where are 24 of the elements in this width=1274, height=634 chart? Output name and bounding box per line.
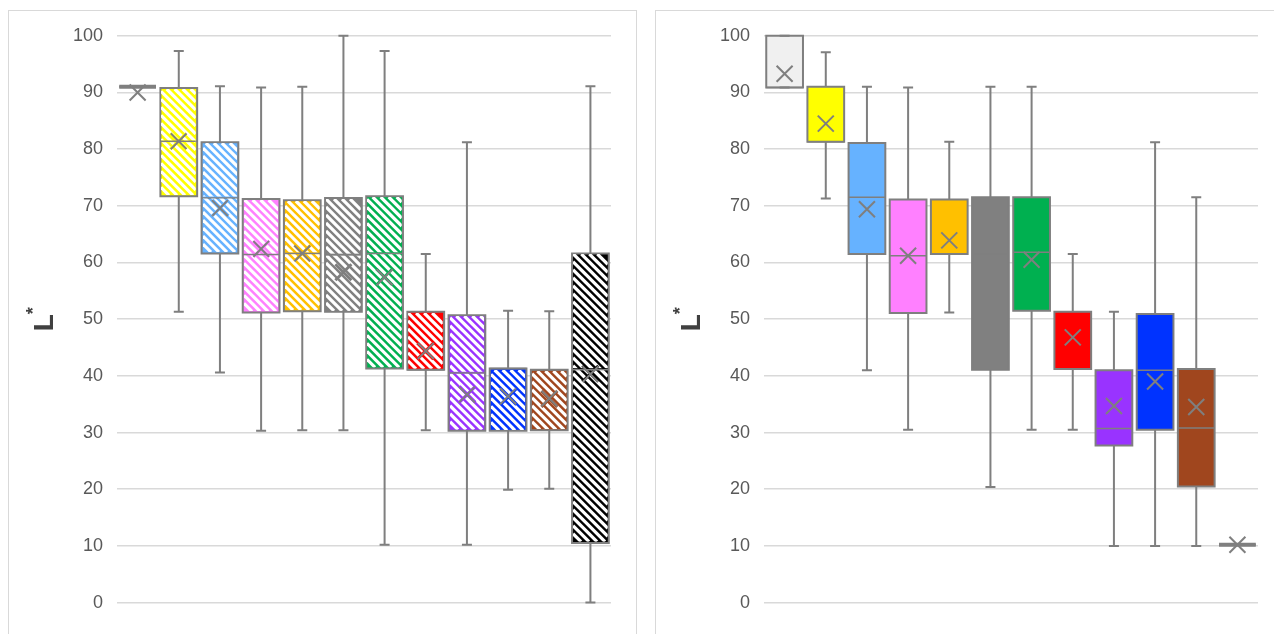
y-tick-label: 90 <box>730 81 751 102</box>
y-tick-label: 90 <box>83 81 104 102</box>
y-tick-label: 50 <box>83 308 104 329</box>
y-axis-title: L* <box>23 307 59 332</box>
y-tick-label: 40 <box>83 364 104 385</box>
y-tick-label: 20 <box>83 478 104 499</box>
y-tick-label: 100 <box>719 24 751 45</box>
y-tick-label: 80 <box>730 138 751 159</box>
y-tick-label: 30 <box>730 421 751 442</box>
y-tick-label: 10 <box>730 534 751 555</box>
y-tick-label: 100 <box>72 24 104 45</box>
y-tick-label: 50 <box>730 308 751 329</box>
y-tick-label: 70 <box>83 194 104 215</box>
y-tick-label: 0 <box>93 591 104 612</box>
y-tick-label: 40 <box>730 364 751 385</box>
y-tick-label: 70 <box>730 194 751 215</box>
y-axis-title: L* <box>670 307 706 332</box>
y-tick-label: 60 <box>83 251 104 272</box>
y-tick-label: 10 <box>83 534 104 555</box>
y-tick-label: 30 <box>83 421 104 442</box>
y-tick-label: 80 <box>83 138 104 159</box>
y-tick-label: 20 <box>730 478 751 499</box>
y-tick-label: 60 <box>730 251 751 272</box>
y-tick-label: 0 <box>740 591 751 612</box>
